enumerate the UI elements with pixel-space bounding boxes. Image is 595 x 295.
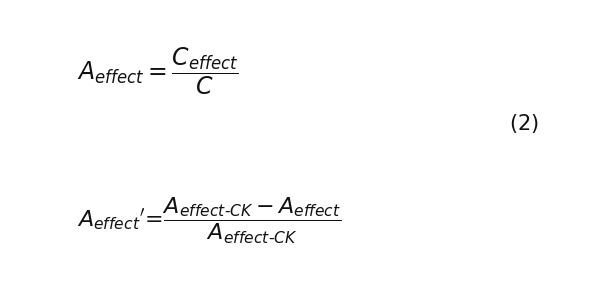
Text: $A_{effect} = \dfrac{C_{effect}}{C}$: $A_{effect} = \dfrac{C_{effect}}{C}$ [77,45,239,96]
Text: $\left(2\right)$: $\left(2\right)$ [509,112,538,135]
Text: $A_{effect}{}' \!=\! \dfrac{A_{effect\text{-}CK} - A_{effect}}{A_{effect\text{-}: $A_{effect}{}' \!=\! \dfrac{A_{effect\te… [77,196,342,246]
